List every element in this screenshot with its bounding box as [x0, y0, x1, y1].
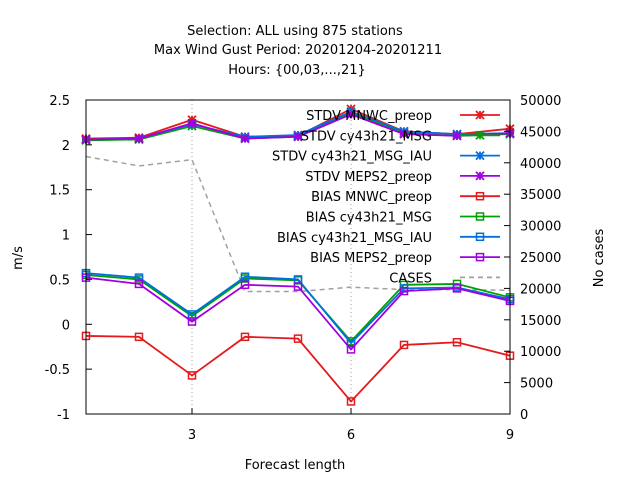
data-point: [187, 371, 197, 380]
y2-tick-label: 25000: [520, 251, 561, 266]
x-axis-label: Forecast length: [245, 458, 346, 473]
y2-tick-label: 15000: [520, 314, 561, 329]
y2-tick-label: 0: [520, 408, 528, 423]
data-point: [240, 280, 250, 290]
data-point: [475, 252, 485, 262]
data-point: [346, 109, 356, 119]
data-point: [240, 133, 250, 144]
data-point: [187, 317, 197, 326]
data-point: [134, 279, 144, 289]
data-point: [475, 110, 485, 120]
data-point: [475, 212, 485, 221]
series-line: [85, 276, 511, 351]
legend-entry: BIAS cy43h21_MSG: [306, 211, 500, 226]
legend-label: BIAS cy43h21_MSG_IAU: [277, 231, 432, 246]
y-axis-label: m/s: [11, 246, 26, 270]
y2-tick-label: 10000: [520, 345, 561, 360]
legend-label: CASES: [389, 271, 432, 286]
y2-tick-label: 35000: [520, 188, 561, 203]
y-tick-label: 2.5: [49, 94, 70, 109]
data-point: [134, 332, 144, 342]
data-point: [293, 334, 303, 343]
y-tick-label: -1: [57, 408, 70, 423]
data-point: [134, 133, 144, 144]
y-tick-label: 0: [62, 318, 70, 333]
title-line-2: Max Wind Gust Period: 20201204-20201211: [154, 43, 442, 58]
data-point: [240, 332, 250, 342]
y2-tick-label: 5000: [520, 377, 553, 392]
data-point: [452, 337, 462, 347]
data-point: [475, 232, 485, 242]
legend-entry: CASES: [389, 271, 500, 286]
y2-tick-label: 40000: [520, 157, 561, 172]
data-point: [452, 131, 462, 141]
title-line-1: Selection: ALL using 875 stations: [187, 24, 403, 39]
y-tick-label: 1.5: [49, 184, 70, 199]
legend-label: BIAS cy43h21_MSG: [306, 211, 432, 226]
series-line: [85, 272, 511, 345]
legend-entry: STDV cy43h21_MSG: [301, 129, 500, 144]
legend-entry: STDV MNWC_preop: [306, 109, 500, 124]
title-line-3: Hours: {00,03,...,21}: [228, 63, 366, 78]
data-point: [452, 284, 462, 293]
legend-label: BIAS MEPS2_preop: [310, 251, 432, 266]
legend-entry: BIAS MNWC_preop: [311, 190, 500, 205]
y2-tick-label: 45000: [520, 125, 561, 140]
y2-tick-label: 30000: [520, 220, 561, 235]
legend-label: STDV MNWC_preop: [306, 109, 432, 124]
y-tick-label: 2: [62, 139, 70, 154]
legend-label: STDV cy43h21_MSG: [301, 129, 432, 144]
data-point: [475, 150, 485, 161]
series-line: [85, 335, 511, 403]
data-point: [293, 132, 303, 142]
y-tick-label: -0.5: [45, 363, 70, 378]
y2-axis-label: No cases: [592, 229, 607, 288]
data-point: [187, 118, 197, 128]
cases-line: [85, 155, 511, 293]
plot-frame: [85, 99, 511, 415]
chart-title: Selection: ALL using 875 stations Max Wi…: [154, 24, 442, 78]
legend-label: STDV cy43h21_MSG_IAU: [272, 150, 432, 165]
data-point: [240, 272, 250, 281]
legend-label: BIAS MNWC_preop: [311, 190, 432, 205]
data-point: [475, 171, 485, 181]
data-point: [475, 191, 485, 201]
data-point: [399, 340, 409, 350]
data-point: [293, 282, 303, 291]
legend-entry: BIAS MEPS2_preop: [310, 251, 500, 266]
data-point: [399, 129, 409, 139]
cases-layer: [85, 155, 511, 293]
legend-entry: STDV cy43h21_MSG_IAU: [272, 150, 500, 165]
data-point: [399, 286, 409, 296]
x-tick-label: 9: [506, 428, 514, 443]
x-tick-label: 3: [188, 428, 196, 443]
y-tick-label: 1: [62, 229, 70, 244]
legend-entry: BIAS cy43h21_MSG_IAU: [277, 231, 500, 246]
legend-entry: STDV MEPS2_preop: [305, 170, 500, 185]
y-tick-label: 0.5: [49, 273, 70, 288]
data-point: [346, 397, 356, 406]
y2-tick-label: 50000: [520, 94, 561, 109]
data-point: [346, 345, 356, 354]
data-point: [475, 130, 485, 140]
series-5: [81, 331, 515, 406]
axes-layer: -1 -0.5 0 0.5 1 1.5 2 2.5 0 5000 10000 15000 20000 25…: [45, 94, 562, 443]
legend-label: STDV MEPS2_preop: [305, 170, 432, 185]
x-tick-label: 6: [347, 428, 355, 443]
y2-tick-label: 20000: [520, 282, 561, 297]
series-4: [81, 109, 515, 145]
legend: STDV MNWC_preop STDV cy43h21_MSG STDV cy43…: [272, 109, 500, 286]
